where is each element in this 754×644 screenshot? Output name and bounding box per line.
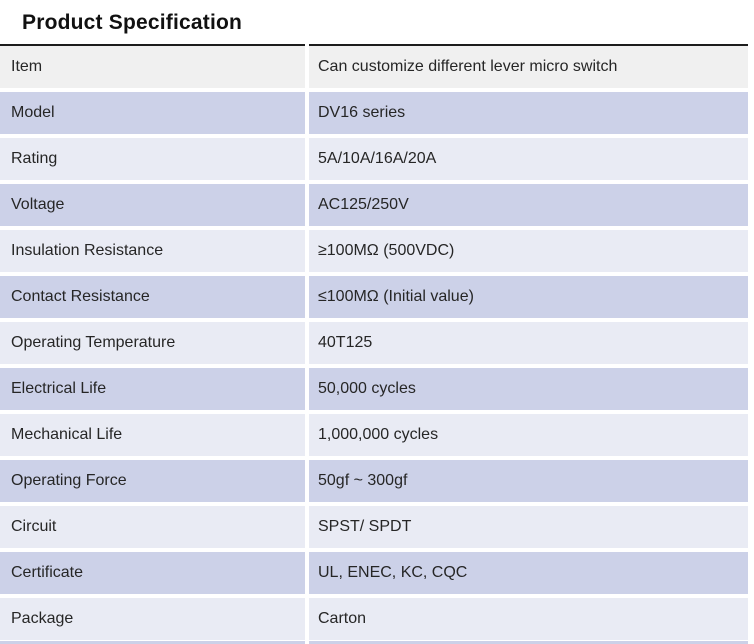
spec-row-label: Rating [0,138,305,180]
spec-row-value: 5A/10A/16A/20A [309,138,748,180]
spec-row-label: Electrical Life [0,368,305,410]
spec-row-label: Certificate [0,552,305,594]
top-border-segment-left [0,44,305,46]
spec-row-value: UL, ENEC, KC, CQC [309,552,748,594]
spec-row-label: Operating Force [0,460,305,502]
spec-row-label: Mechanical Life [0,414,305,456]
spec-row-label: Package [0,598,305,640]
next-row-partial [0,641,748,644]
spec-row-value: AC125/250V [309,184,748,226]
spec-row-value: 1,000,000 cycles [309,414,748,456]
spec-row-label: Operating Temperature [0,322,305,364]
spec-row-value: ≥100MΩ (500VDC) [309,230,748,272]
table-top-border [0,44,748,46]
spec-row-label: Voltage [0,184,305,226]
spec-row-value: Can customize different lever micro swit… [309,46,748,88]
spec-row-value: Carton [309,598,748,640]
spec-row-label: Circuit [0,506,305,548]
next-row-partial-label-cell [0,641,305,644]
spec-row-label: Model [0,92,305,134]
page-title: Product Specification [22,11,243,34]
spec-row-value: DV16 series [309,92,748,134]
spec-table: Item Can customize different lever micro … [0,46,748,640]
spec-row-value: 50gf ~ 300gf [309,460,748,502]
spec-row-label: Insulation Resistance [0,230,305,272]
top-border-segment-right [309,44,748,46]
spec-row-value: 50,000 cycles [309,368,748,410]
spec-row-label: Item [0,46,305,88]
spec-row-label: Contact Resistance [0,276,305,318]
spec-row-value: 40T125 [309,322,748,364]
next-row-partial-value-cell [309,641,748,644]
spec-row-value: SPST/ SPDT [309,506,748,548]
spec-row-value: ≤100MΩ (Initial value) [309,276,748,318]
